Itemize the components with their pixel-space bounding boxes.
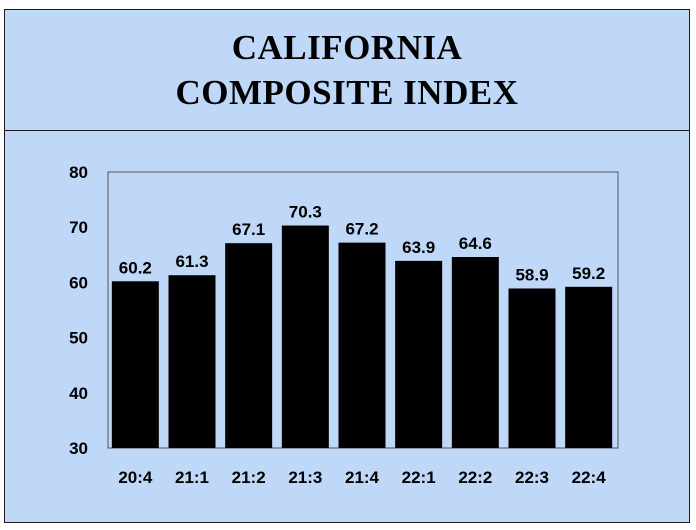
bar (451, 257, 499, 448)
data-label: 67.2 (345, 220, 378, 239)
x-tick-label: 21:2 (232, 468, 266, 487)
x-tick-label: 20:4 (118, 468, 153, 487)
bar (168, 275, 216, 448)
y-tick-label: 40 (69, 384, 88, 403)
y-tick-label: 70 (69, 218, 88, 237)
bar (395, 260, 443, 448)
data-label: 59.2 (572, 264, 605, 283)
data-label: 60.2 (119, 258, 152, 277)
data-label: 58.9 (515, 265, 548, 284)
data-labels: 60.2 61.3 67.1 70.3 67.2 63.9 64.6 58.9 59.2 (119, 203, 605, 285)
x-tick-label: 21:4 (345, 468, 380, 487)
y-tick-label: 60 (69, 273, 88, 292)
y-axis-ticks: 30 40 50 60 70 80 (69, 163, 88, 458)
x-tick-label: 21:1 (175, 468, 209, 487)
y-tick-label: 30 (69, 439, 88, 458)
bar (508, 288, 556, 448)
chart-title-line-2: COMPOSITE INDEX (175, 73, 519, 112)
x-tick-label: 21:3 (288, 468, 322, 487)
data-label: 61.3 (175, 252, 208, 271)
bars (111, 225, 613, 448)
bar (225, 243, 273, 448)
data-label: 63.9 (402, 238, 435, 257)
bar (111, 281, 159, 448)
x-axis-ticks: 20:4 21:1 21:2 21:3 21:4 22:1 22:2 22:3 22:4 (118, 468, 606, 487)
y-tick-label: 80 (69, 163, 88, 182)
x-tick-label: 22:4 (572, 468, 607, 487)
x-tick-label: 22:3 (515, 468, 549, 487)
chart-title-box: CALIFORNIA COMPOSITE INDEX (5, 10, 689, 131)
x-tick-label: 22:1 (402, 468, 436, 487)
x-tick-label: 22:2 (458, 468, 492, 487)
data-label: 64.6 (459, 234, 492, 253)
bar (281, 225, 329, 448)
bar (338, 242, 386, 448)
data-label: 70.3 (289, 203, 322, 222)
bar (565, 286, 613, 448)
chart-title-line-1: CALIFORNIA (231, 28, 463, 67)
y-tick-label: 50 (69, 329, 88, 348)
data-label: 67.1 (232, 220, 265, 239)
